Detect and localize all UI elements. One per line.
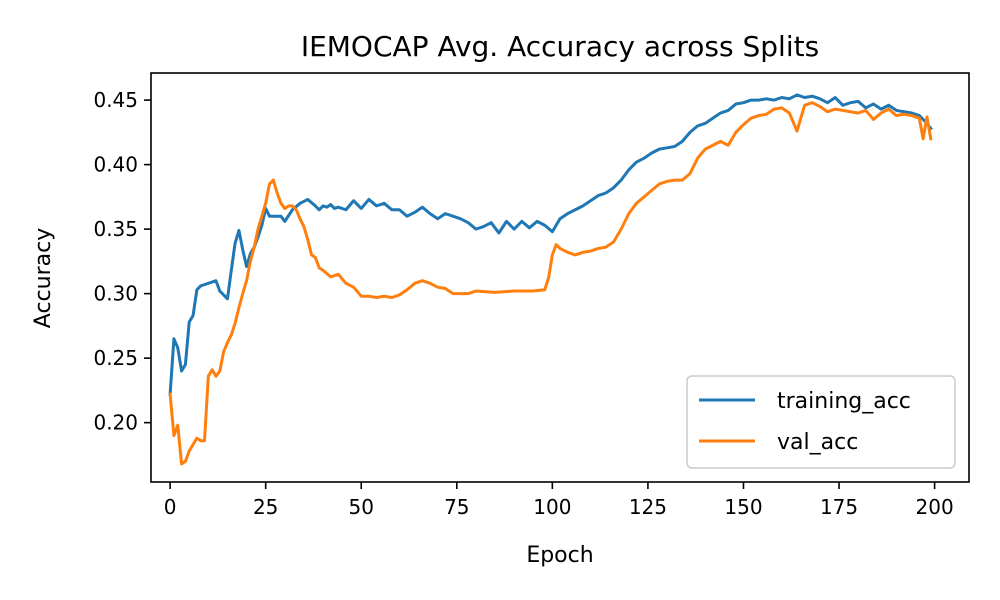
legend-label-val-acc: val_acc (777, 430, 858, 455)
x-tick-label: 175 (820, 495, 858, 519)
y-tick-label: 0.30 (93, 282, 138, 306)
y-tick-label: 0.40 (93, 153, 138, 177)
x-tick-label: 150 (724, 495, 762, 519)
y-tick-label: 0.45 (93, 88, 138, 112)
x-tick-label: 50 (349, 495, 374, 519)
x-axis-label: Epoch (526, 543, 593, 568)
series-line-training-acc (168, 93, 933, 396)
legend: training_acc val_acc (686, 375, 956, 469)
x-tick-label: 200 (916, 495, 954, 519)
chart-title: IEMOCAP Avg. Accuracy across Splits (301, 30, 819, 63)
y-tick-label: 0.25 (93, 346, 138, 370)
plot-area (168, 93, 933, 466)
y-tick-label: 0.20 (93, 411, 138, 435)
x-tick-label: 25 (253, 495, 278, 519)
x-tick-label: 75 (444, 495, 469, 519)
x-tick-label: 100 (533, 495, 571, 519)
legend-label-training-acc: training_acc (777, 389, 911, 414)
axes-frame (150, 72, 970, 483)
y-tick-label: 0.35 (93, 217, 138, 241)
series-line-val-acc (168, 101, 933, 466)
y-axis-label: Accuracy (31, 228, 56, 328)
x-tick-label: 125 (629, 495, 667, 519)
axis-ticks: 0 25 50 75 100 125 150 175 200 0.20 0.25 0.30 0.35 0.… (93, 88, 953, 519)
x-tick-label: 0 (164, 495, 177, 519)
